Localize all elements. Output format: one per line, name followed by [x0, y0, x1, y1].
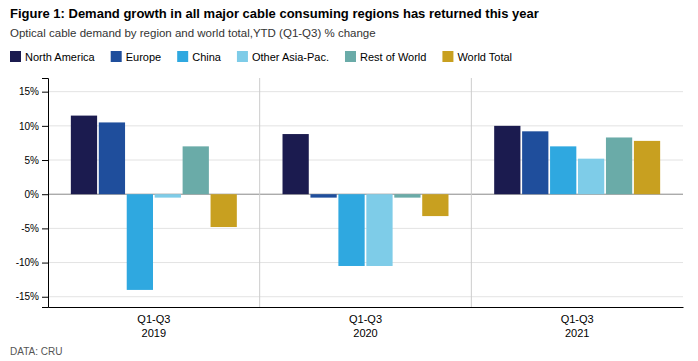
legend-item: China [177, 51, 222, 63]
x-tick-label: 2019 [142, 327, 166, 339]
group-divider [471, 78, 472, 307]
bar [578, 159, 604, 195]
subtitle: Optical cable demand by region and world… [10, 27, 376, 39]
y-tick-mark [42, 126, 48, 127]
bar-series [127, 146, 577, 290]
legend-swatch [442, 51, 453, 62]
grid [48, 92, 683, 297]
y-tick-label: 10% [19, 121, 39, 132]
y-tick-label: -15% [16, 291, 39, 302]
y-tick-mark [42, 92, 48, 93]
y-tick: 5% [25, 155, 48, 166]
x-tick: Q1-Q3 2021 [561, 307, 594, 339]
y-tick-label: 5% [25, 155, 40, 166]
group-divider [259, 78, 260, 307]
legend-label: Europe [126, 51, 161, 63]
bar-series [211, 141, 661, 227]
x-tick: Q1-Q3 2019 [137, 307, 170, 339]
x-tick-label: 2020 [353, 327, 377, 339]
grid-line [48, 125, 683, 126]
x-tick-sublabel: Q1-Q3 [561, 313, 594, 325]
legend-swatch [111, 51, 122, 62]
bar [71, 116, 97, 195]
y-tick-mark [42, 297, 48, 298]
legend-swatch [177, 51, 188, 62]
bar [422, 194, 448, 216]
bar [155, 194, 181, 197]
bar [366, 194, 392, 266]
y-tick-mark [42, 263, 48, 264]
legend-item: Europe [111, 51, 161, 63]
legend-item: North America [10, 51, 96, 63]
y-tick: -5% [21, 223, 48, 234]
x-axis: Q1-Q3 2019 Q1-Q3 2020 Q1-Q3 2021 [49, 307, 684, 339]
bar [338, 194, 364, 266]
legend-item: World Total [442, 51, 512, 63]
y-tick: -15% [16, 291, 48, 302]
bar [127, 194, 153, 290]
x-axis-line [49, 307, 684, 308]
legend-label: Other Asia-Pac. [252, 51, 329, 63]
y-tick-mark [42, 160, 48, 161]
y-tick: 0% [25, 189, 48, 200]
y-axis-line [42, 79, 49, 308]
legend-swatch [10, 51, 21, 62]
y-tick: 15% [19, 86, 48, 97]
x-tick: Q1-Q3 2020 [349, 307, 382, 339]
legend-label: North America [25, 51, 96, 63]
legend-item: Rest of World [345, 51, 426, 63]
x-tick-sublabel: Q1-Q3 [349, 313, 382, 325]
bar [606, 137, 632, 194]
bar [394, 194, 420, 197]
x-tick-label: 2021 [565, 327, 589, 339]
y-tick-mark [42, 194, 48, 195]
bar [494, 126, 520, 194]
title: Figure 1: Demand growth in all major cab… [10, 6, 539, 21]
y-axis: -15% -10% -5% 0% 5% 10% 15% [16, 79, 49, 308]
legend-label: World Total [457, 51, 512, 63]
bar-series [155, 159, 605, 266]
legend-label: China [192, 51, 222, 63]
y-tick-label: 15% [19, 86, 39, 97]
bar [283, 134, 309, 194]
bar [310, 194, 336, 197]
y-tick-label: -5% [21, 223, 39, 234]
bars [71, 116, 660, 290]
bar-series [183, 137, 633, 197]
chart: Figure 1: Demand growth in all major cab… [0, 0, 698, 361]
y-tick: -10% [16, 257, 48, 268]
plot: -15%-10%-5%0%5%10%15%Q1-Q32019Q1-Q32020Q… [16, 78, 684, 339]
bar [550, 146, 576, 194]
y-tick-label: -10% [16, 257, 39, 268]
source: DATA: CRU [10, 346, 62, 357]
bar-series [71, 116, 521, 195]
bar [211, 194, 237, 227]
bar [522, 131, 548, 194]
y-tick-mark [42, 228, 48, 229]
group-dividers [260, 78, 472, 307]
bar [183, 146, 209, 194]
bar-series [99, 122, 549, 197]
y-tick-label: 0% [25, 189, 40, 200]
grid-line [48, 91, 683, 92]
y-tick: 10% [19, 121, 48, 132]
bar [634, 141, 660, 194]
bar [99, 122, 125, 194]
grid-line [48, 296, 683, 297]
x-tick-sublabel: Q1-Q3 [137, 313, 170, 325]
legend-swatch [237, 51, 248, 62]
legend-label: Rest of World [360, 51, 426, 63]
legend-swatch [345, 51, 356, 62]
legend-item: Other Asia-Pac. [237, 51, 329, 63]
legend: North America Europe China Other Asia-Pac. R… [10, 51, 512, 63]
